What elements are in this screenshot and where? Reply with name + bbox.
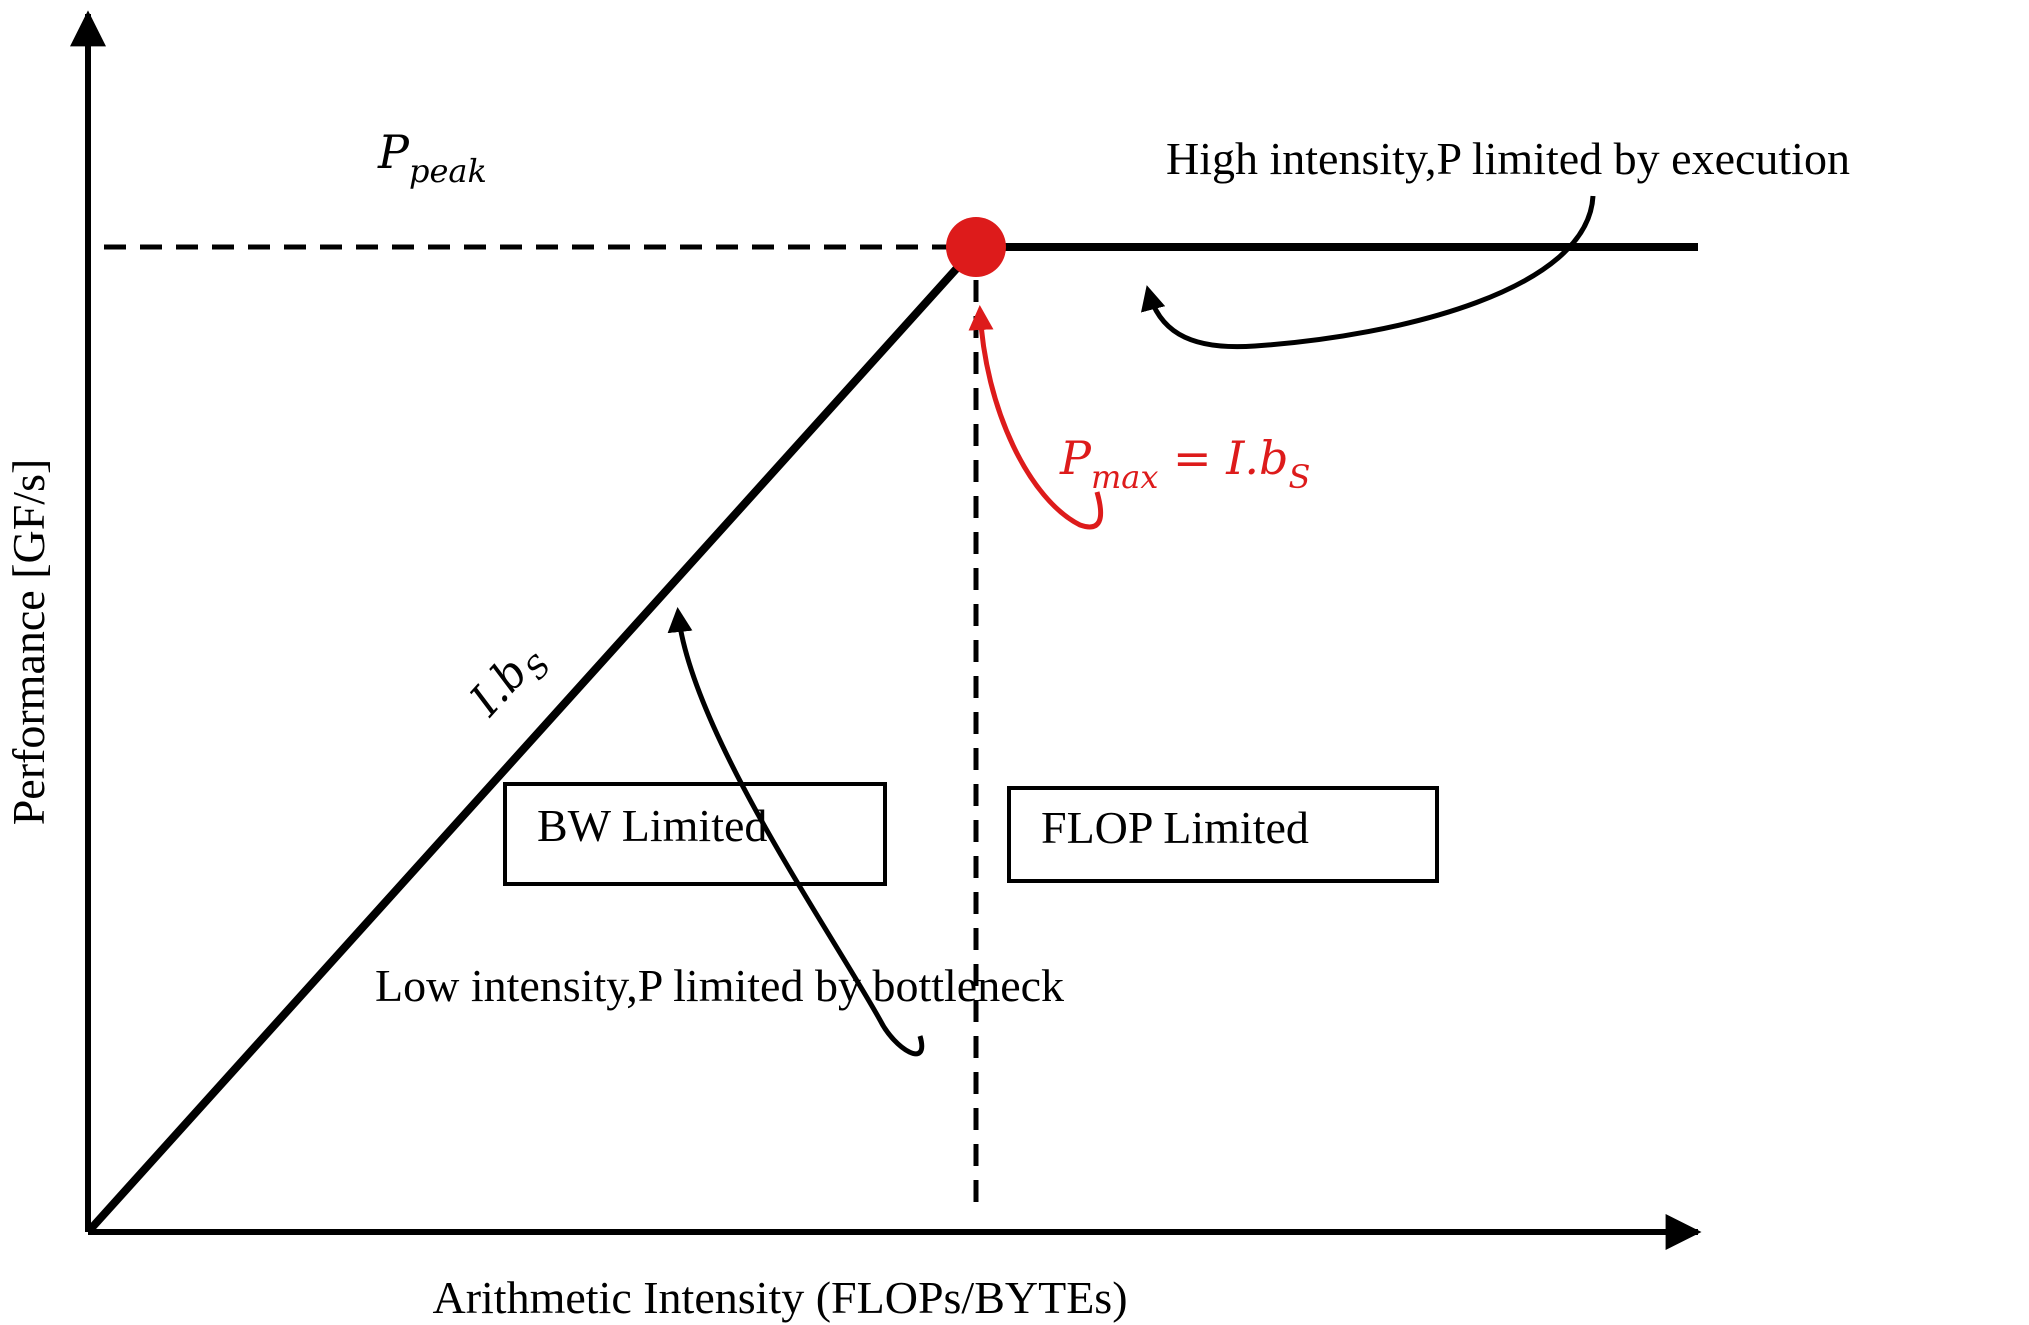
bandwidth-slope-line (85, 244, 979, 1235)
p-max-label: Pmax = I.bS (1059, 431, 1310, 496)
ridge-point (946, 217, 1006, 277)
box-bw-label: BW Limited (537, 800, 767, 851)
y-axis-label: Performance [GF/s] (3, 459, 54, 826)
annotation-high: High intensity,P limited by execution (1166, 133, 1850, 184)
low-intensity-arrow (667, 607, 925, 1057)
pmax-arrow (968, 305, 1104, 530)
p-peak-label: Ppeak (377, 125, 487, 190)
box-flop-label: FLOP Limited (1041, 802, 1309, 853)
flop-limited-box (1007, 786, 1439, 883)
x-axis-label: Arithmetic Intensity (FLOPs/BYTEs) (432, 1272, 1127, 1323)
bw-limited-box (503, 782, 887, 886)
slope-label: I.bS (460, 632, 559, 732)
high-intensity-arrow (1141, 195, 1596, 350)
annotation-low: Low intensity,P limited by bottleneck (375, 960, 1064, 1011)
